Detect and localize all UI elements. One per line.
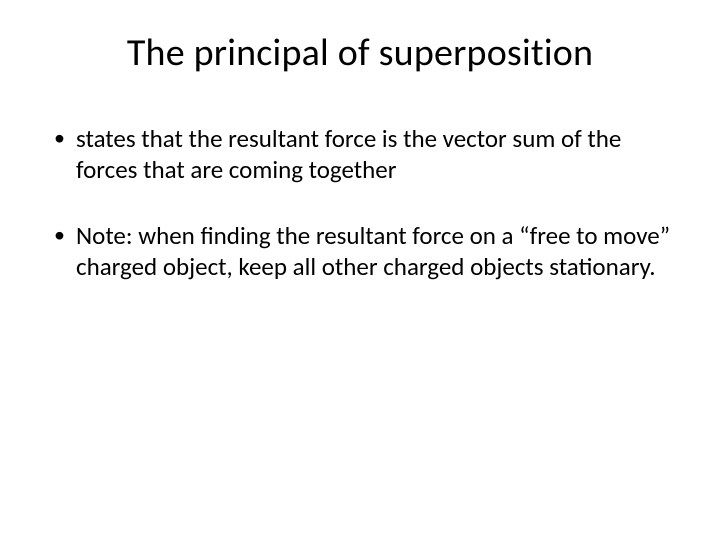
slide-body: states that the resultant force is the v… [48,124,672,282]
list-item: states that the resultant force is the v… [48,124,672,185]
slide: The principal of superposition states th… [0,0,720,540]
list-item: Note: when finding the resultant force o… [48,221,672,282]
slide-title: The principal of superposition [48,30,672,76]
bullet-list: states that the resultant force is the v… [48,124,672,282]
